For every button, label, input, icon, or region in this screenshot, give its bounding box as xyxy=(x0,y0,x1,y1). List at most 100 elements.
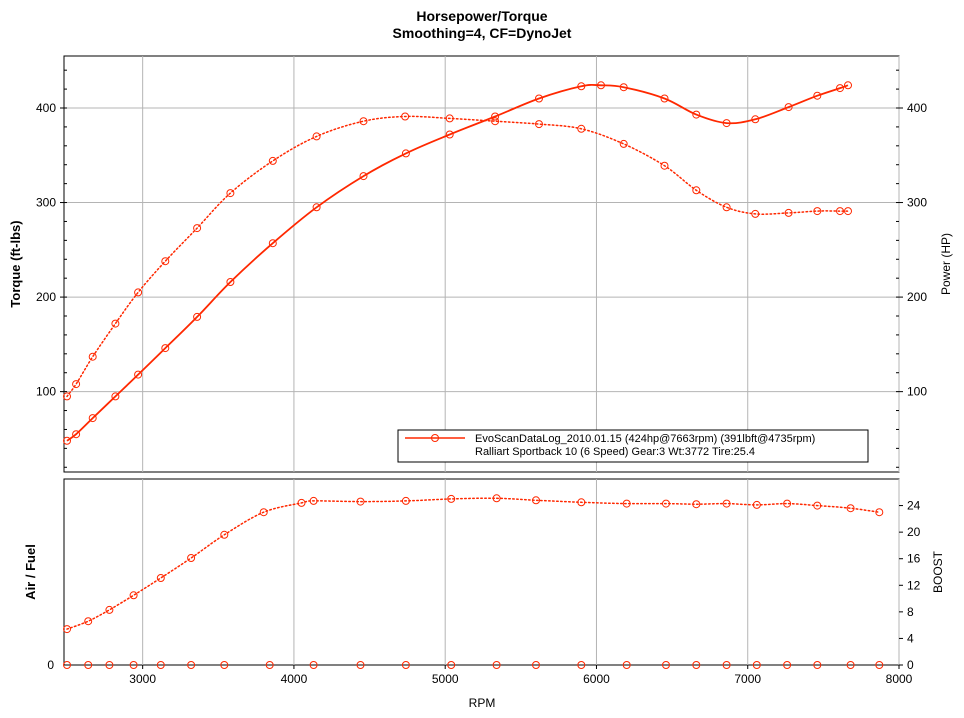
boost-point xyxy=(532,496,540,505)
torque-point xyxy=(72,380,81,389)
power-point xyxy=(784,103,793,112)
boost-point xyxy=(783,499,792,508)
air-fuel-point xyxy=(265,661,274,669)
power-point xyxy=(844,81,852,90)
torque-point xyxy=(535,120,543,129)
torque-line xyxy=(66,115,849,398)
torque-point xyxy=(161,257,170,266)
torque-point xyxy=(88,352,97,361)
torque-point xyxy=(813,207,822,216)
power-point xyxy=(161,344,170,353)
air-fuel-point xyxy=(84,661,93,669)
boost-point xyxy=(105,605,114,614)
boost-tick-label: 12 xyxy=(907,578,921,592)
power-point xyxy=(722,119,731,128)
air-fuel-point xyxy=(813,661,822,669)
grid-lines xyxy=(64,56,900,665)
power-tick-label: 400 xyxy=(907,101,927,115)
boost-tick-label: 20 xyxy=(907,525,921,539)
power-line xyxy=(66,84,849,442)
power-point xyxy=(445,130,454,139)
y-axis-label-torque: Torque (ft-lbs) xyxy=(8,220,23,307)
torque-point xyxy=(63,392,71,401)
air-fuel-point xyxy=(532,661,540,669)
power-point xyxy=(692,110,701,119)
boost-point xyxy=(577,498,586,507)
air-fuel-point xyxy=(722,661,731,669)
boost-point xyxy=(752,500,761,509)
y-axis-label-boost: BOOST xyxy=(931,550,945,593)
power-point xyxy=(619,83,628,92)
power-point xyxy=(577,82,586,91)
air-fuel-point xyxy=(63,661,71,669)
power-point xyxy=(535,94,543,103)
torque-point xyxy=(619,139,628,148)
boost-point xyxy=(492,494,501,503)
torque-point xyxy=(359,117,368,126)
air-fuel-point xyxy=(622,661,631,669)
torque-point xyxy=(193,224,202,233)
power-point xyxy=(72,430,81,439)
air-fuel-point xyxy=(105,661,114,669)
series-group xyxy=(63,81,884,669)
air-fuel-point xyxy=(875,661,884,669)
torque-point xyxy=(751,209,760,218)
torque-point xyxy=(577,124,586,133)
torque-point xyxy=(226,189,235,198)
torque-point xyxy=(445,114,454,123)
boost-line xyxy=(66,497,881,630)
power-point xyxy=(751,115,760,124)
lower-plot-frame xyxy=(63,478,900,666)
boost-point xyxy=(692,500,701,509)
boost-point xyxy=(622,499,631,508)
boost-point xyxy=(297,498,306,507)
boost-tick-label: 24 xyxy=(907,499,921,513)
boost-point xyxy=(846,504,855,513)
boost-point xyxy=(63,625,71,634)
legend-line-2: Ralliart Sportback 10 (6 Speed) Gear:3 W… xyxy=(475,446,755,458)
upper-plot-frame xyxy=(63,55,900,473)
power-point xyxy=(268,239,277,248)
x-tick-label: 8000 xyxy=(886,672,913,686)
x-tick-label: 4000 xyxy=(281,672,308,686)
power-point xyxy=(401,149,410,158)
air-fuel-point xyxy=(752,661,761,669)
power-point xyxy=(312,203,321,212)
power-point xyxy=(134,370,143,379)
power-point xyxy=(836,84,844,93)
power-point xyxy=(63,436,71,445)
air-fuel-point xyxy=(220,661,229,669)
boost-tick-label: 0 xyxy=(907,658,914,672)
air-fuel-tick-label: 0 xyxy=(47,658,54,672)
y-axis-label-air-fuel: Air / Fuel xyxy=(23,544,38,600)
boost-point xyxy=(220,530,229,539)
boost-point xyxy=(662,499,670,508)
power-point xyxy=(491,112,500,121)
torque-tick-label: 200 xyxy=(36,290,56,304)
torque-point xyxy=(692,186,701,195)
torque-point xyxy=(111,319,120,328)
torque-point xyxy=(836,207,844,216)
power-point xyxy=(813,91,822,100)
torque-point xyxy=(401,112,410,121)
x-tick-label: 5000 xyxy=(432,672,459,686)
air-fuel-point xyxy=(156,661,165,669)
air-fuel-point xyxy=(577,661,586,669)
boost-tick-label: 8 xyxy=(907,605,914,619)
air-fuel-point xyxy=(846,661,855,669)
boost-point xyxy=(259,508,268,517)
boost-point xyxy=(309,496,318,505)
air-fuel-point xyxy=(447,661,456,669)
boost-point xyxy=(447,494,456,503)
torque-tick-label: 100 xyxy=(36,385,56,399)
power-point xyxy=(359,172,368,181)
air-fuel-point xyxy=(692,661,701,669)
boost-point xyxy=(722,499,731,508)
x-tick-label: 7000 xyxy=(734,672,761,686)
air-fuel-point xyxy=(662,661,670,669)
x-axis-label: RPM xyxy=(469,696,496,710)
x-tick-label: 3000 xyxy=(129,672,156,686)
air-fuel-point xyxy=(129,661,138,669)
